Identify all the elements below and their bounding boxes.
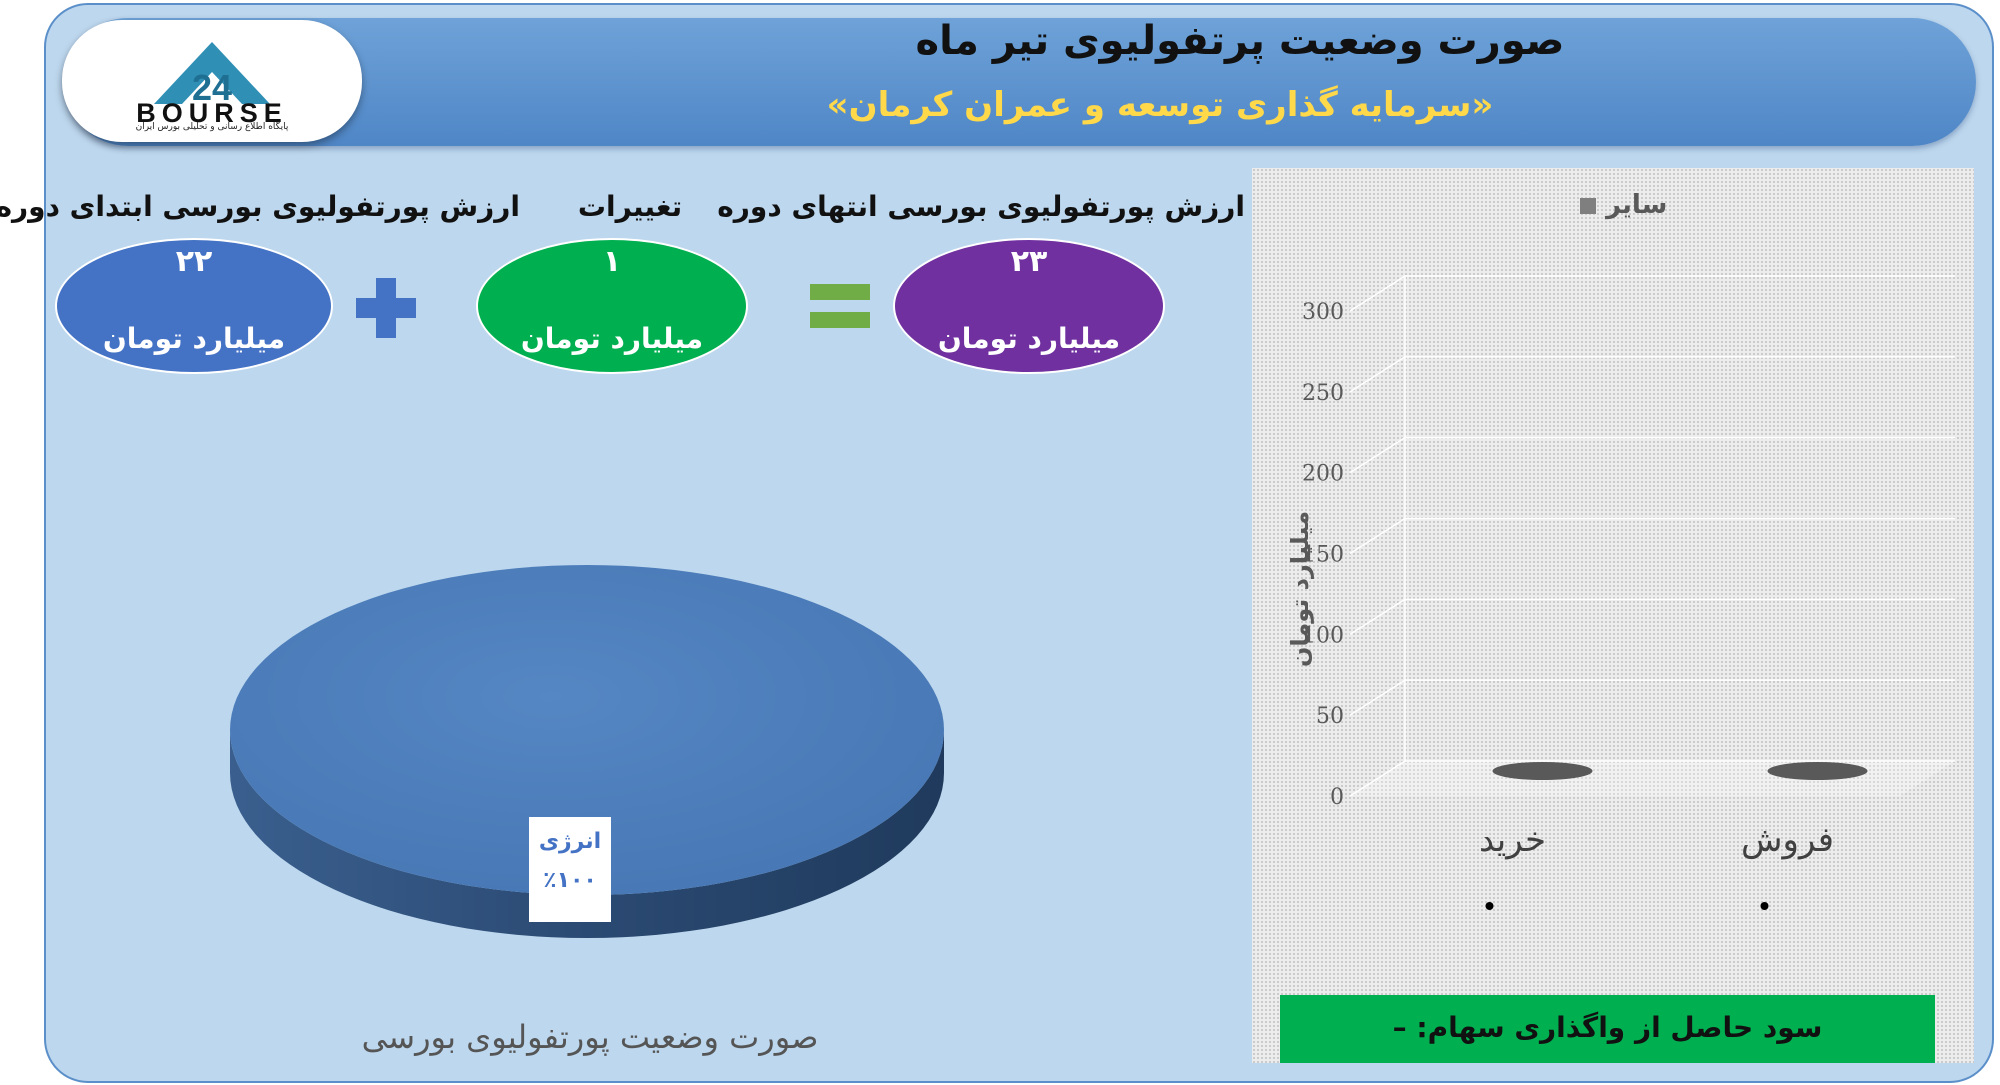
end-value: ۲۳	[1010, 244, 1048, 279]
bar-chart: 0 50 100 150 200 250 300 خرید فروش	[1302, 275, 1955, 910]
pie-slice-0	[230, 565, 944, 895]
y-tick-label: 50	[1316, 704, 1344, 729]
logo-wordmark: BOURSE	[136, 98, 288, 128]
pie-slice-percent: ٪۱۰۰	[543, 868, 597, 893]
bourse24-logo: 24 BOURSE پایگاه اطلاع رسانی و تحلیلی بو…	[62, 20, 362, 142]
equals-icon	[810, 284, 870, 300]
y-tick-label: 300	[1302, 300, 1344, 325]
logo-number: 24	[192, 67, 232, 108]
pie-chart-title: صورت وضعیت پورتفولیوی بورسی	[361, 1018, 819, 1056]
y-tick-label: 100	[1302, 623, 1344, 648]
y-tick-label: 0	[1330, 785, 1344, 810]
gridline	[1349, 598, 1955, 635]
gridline	[1349, 436, 1955, 474]
bar-0	[1492, 762, 1593, 780]
pie-slice-label: انرژی	[538, 829, 602, 854]
end-value-label: ارزش پورتفولیوی بورسی انتهای دوره	[717, 190, 1245, 223]
start-value-oval: ۲۲ میلیارد تومان	[55, 238, 333, 374]
start-value-label: ارزش پورتفولیوی بورسی ابتدای دوره	[0, 190, 520, 223]
bar-chart-panel	[1252, 168, 1974, 1063]
start-value-unit: میلیارد تومان	[102, 322, 286, 355]
y-tick-label: 150	[1302, 543, 1344, 568]
change-value-oval: ۱ میلیارد تومان	[476, 238, 748, 374]
gridline	[1349, 679, 1955, 716]
y-tick-label: 250	[1302, 381, 1344, 406]
chart-floor	[1350, 761, 1955, 796]
start-value: ۲۲	[175, 244, 213, 279]
gridline	[1349, 275, 1955, 312]
bar-1	[1767, 762, 1868, 780]
gridline	[1349, 517, 1955, 555]
logo-tagline: پایگاه اطلاع رسانی و تحلیلی بورس ایران	[135, 122, 289, 132]
x-tick-label: خرید	[1479, 820, 1546, 860]
page-subtitle: «سرمایه گذاری توسعه و عمران کرمان»	[826, 85, 1494, 125]
legend-marker	[1580, 198, 1596, 214]
y-tick-label: 200	[1302, 462, 1344, 487]
end-value-unit: میلیارد تومان	[937, 322, 1121, 355]
data-label-dot	[1760, 902, 1769, 910]
end-value-oval: ۲۳ میلیارد تومان	[893, 238, 1165, 374]
legend-series-name: سایر	[1606, 190, 1668, 220]
logo-mountain-icon: 24	[154, 42, 270, 108]
x-tick-label: فروش	[1741, 820, 1834, 860]
equals-icon-bar	[810, 312, 870, 328]
data-label-dot	[1485, 902, 1494, 910]
pie-data-label: انرژی ٪۱۰۰	[529, 817, 611, 922]
change-value-unit: میلیارد تومان	[520, 322, 704, 355]
change-label: تغییرات	[577, 190, 683, 223]
profit-summary: سود حاصل از واگذاری سهام: –	[1280, 995, 1935, 1063]
header-banner	[64, 18, 1976, 146]
gridline	[1349, 356, 1955, 393]
pie-slice-side	[230, 730, 944, 938]
page-title: صورت وضعیت پرتفولیوی تیر ماه	[915, 18, 1565, 64]
plus-icon-stem	[376, 278, 396, 338]
change-value: ۱	[602, 244, 622, 279]
gridline	[1349, 760, 1955, 797]
portfolio-pie-chart	[230, 565, 944, 938]
